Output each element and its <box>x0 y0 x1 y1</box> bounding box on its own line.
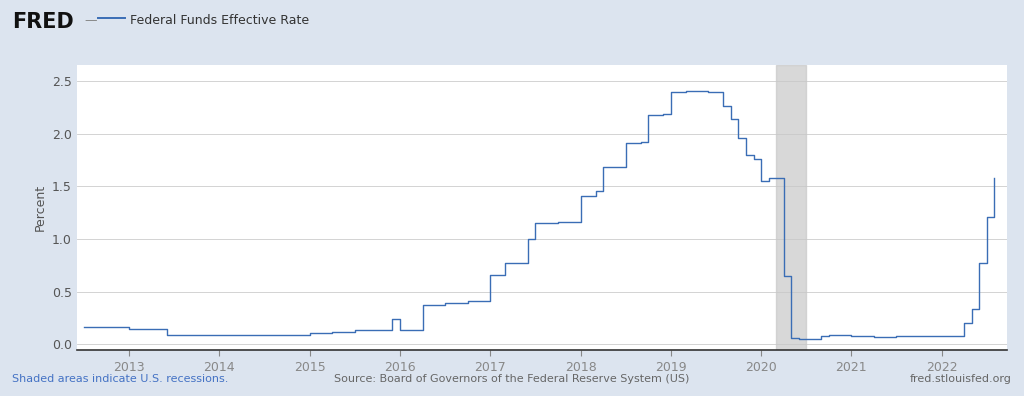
Y-axis label: Percent: Percent <box>34 184 46 232</box>
Bar <box>776 65 806 350</box>
Text: FRED: FRED <box>12 12 74 32</box>
Text: Shaded areas indicate U.S. recessions.: Shaded areas indicate U.S. recessions. <box>12 374 228 384</box>
Text: fred.stlouisfed.org: fred.stlouisfed.org <box>910 374 1012 384</box>
Text: Federal Funds Effective Rate: Federal Funds Effective Rate <box>130 14 309 27</box>
Text: Source: Board of Governors of the Federal Reserve System (US): Source: Board of Governors of the Federa… <box>334 374 690 384</box>
Text: —: — <box>84 14 96 27</box>
